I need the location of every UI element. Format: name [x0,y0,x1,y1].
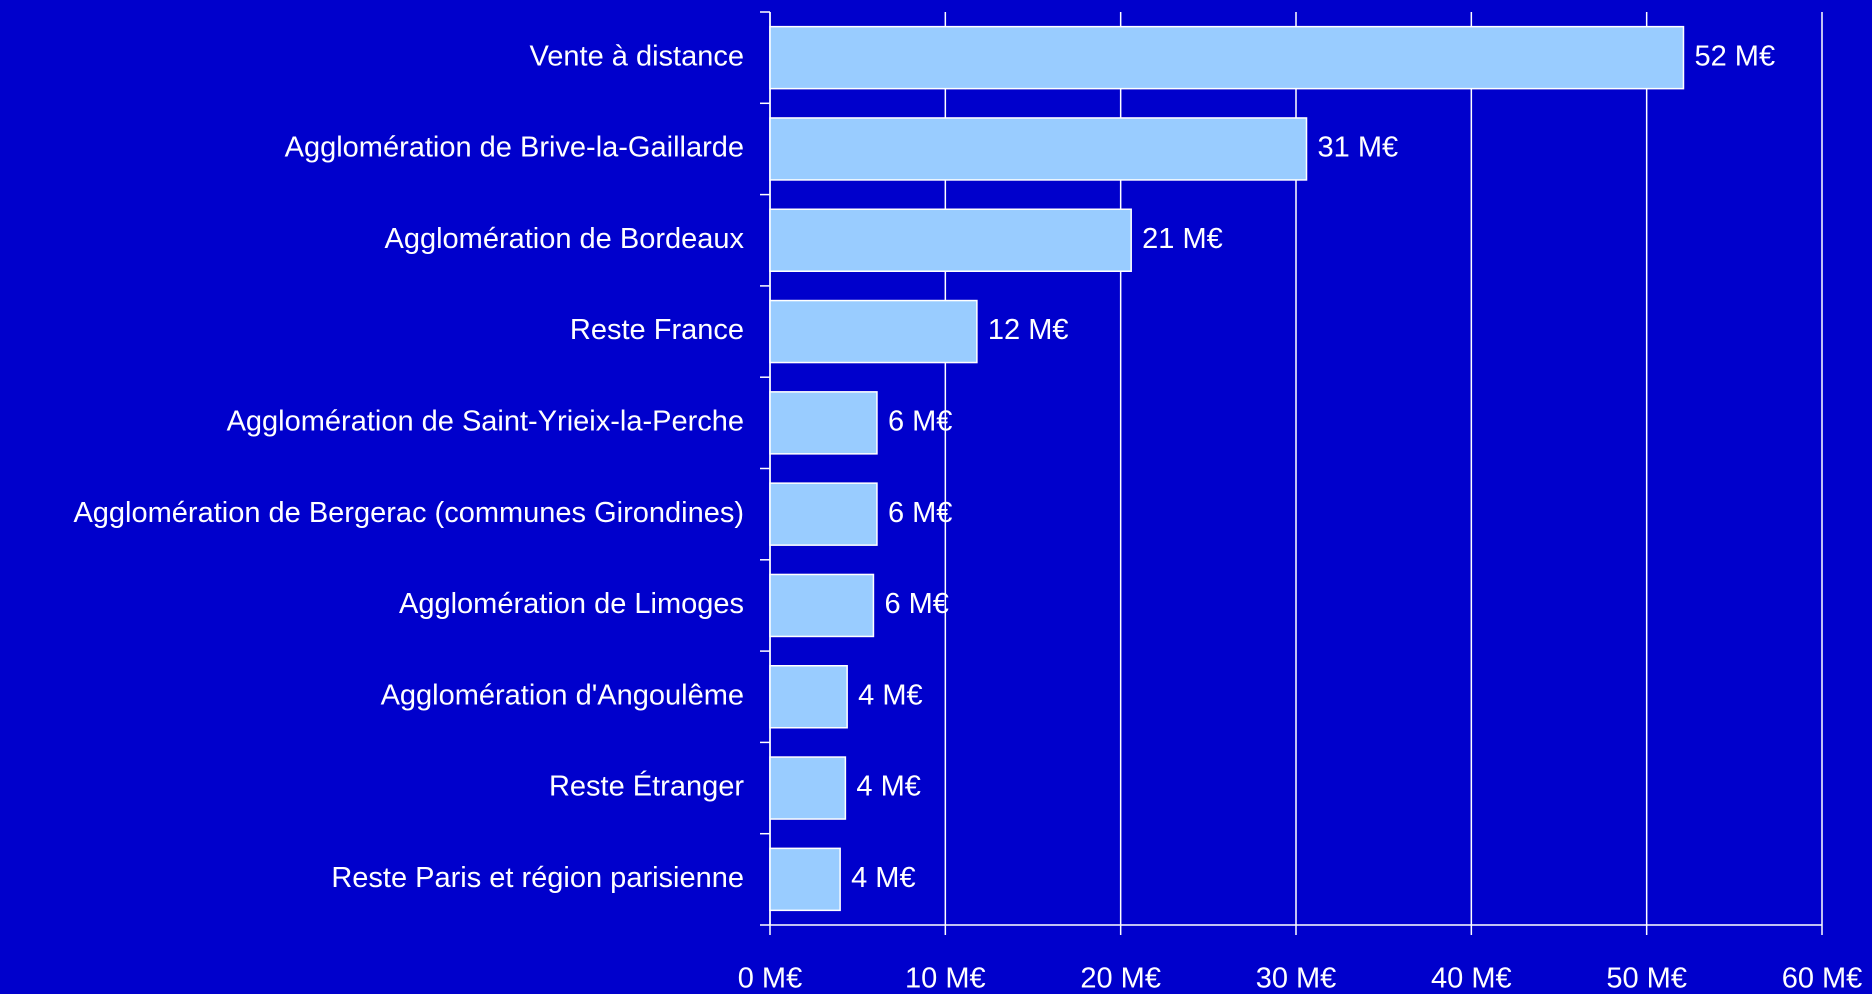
x-tick-label: 10 M€ [905,963,986,994]
x-tick-label: 60 M€ [1782,963,1863,994]
x-tick-label: 0 M€ [738,963,802,994]
value-label: 4 M€ [858,679,922,711]
bar [769,756,847,820]
bar [769,482,878,546]
y-tick-label: Reste France [570,314,744,346]
value-label: 4 M€ [856,771,920,803]
value-label: 31 M€ [1318,132,1399,164]
value-label: 21 M€ [1142,223,1223,255]
bar [769,208,1132,272]
value-label: 4 M€ [851,862,915,894]
bar [769,847,841,912]
bar [769,665,848,729]
y-tick-label: Agglomération de Saint-Yrieix-la-Perche [227,406,744,438]
y-tick-label: Agglomération de Limoges [399,588,744,620]
value-label: 12 M€ [988,314,1069,346]
x-tick-label: 20 M€ [1080,963,1161,994]
value-label: 6 M€ [888,497,952,529]
value-label: 6 M€ [888,406,952,438]
value-label: 52 M€ [1694,40,1775,72]
x-tick-label: 30 M€ [1256,963,1337,994]
x-tick-label: 40 M€ [1431,963,1512,994]
bar [769,391,878,455]
value-label: 6 M€ [884,588,948,620]
y-tick-label: Reste Paris et région parisienne [331,862,744,894]
bar [769,299,978,364]
x-tick-label: 50 M€ [1606,963,1687,994]
y-tick-label: Vente à distance [530,40,744,72]
y-tick-label: Agglomération de Bordeaux [384,223,744,255]
bar [769,573,875,638]
bar [769,25,1685,90]
y-tick-label: Agglomération de Bergerac (communes Giro… [73,497,744,529]
y-tick-label: Agglomération de Brive-la-Gaillarde [285,132,744,164]
y-tick-label: Agglomération d'Angoulême [381,679,744,711]
bar [769,117,1308,181]
y-tick-label: Reste Étranger [549,770,744,803]
